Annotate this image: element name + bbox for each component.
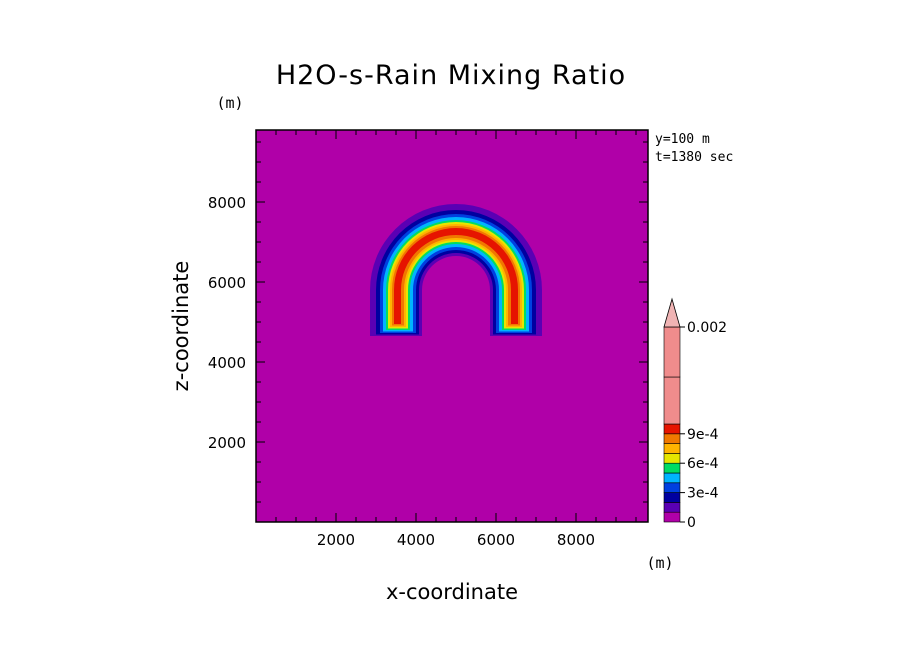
contour-field <box>370 204 542 336</box>
colorbar <box>663 297 685 523</box>
colorbar-swatch-9 <box>663 423 681 435</box>
x-unit-label: (m) <box>646 554 673 572</box>
y-axis-title: z-coordinate <box>169 261 193 392</box>
plot-frame <box>255 129 649 523</box>
x-tick-label-8000: 8000 <box>557 531 595 549</box>
chart-title: H2O-s-Rain Mixing Ratio <box>276 60 626 91</box>
colorbar-swatch-1 <box>663 502 681 513</box>
y-tick-label-2000: 2000 <box>208 434 246 452</box>
y-tick-label-8000: 8000 <box>208 194 246 212</box>
colorbar-label-3e-4: 3e-4 <box>687 486 719 502</box>
y-tick-label-4000: 4000 <box>208 354 246 372</box>
axis-ticks <box>256 130 648 522</box>
x-tick-label-2000: 2000 <box>317 531 355 549</box>
colorbar-swatch-6 <box>663 453 681 464</box>
plot-background <box>256 130 648 522</box>
x-tick-label-4000: 4000 <box>397 531 435 549</box>
colorbar-swatch-4 <box>663 472 681 484</box>
colorbar-swatch-3 <box>663 482 681 493</box>
y-unit-label: (m) <box>216 94 243 112</box>
colorbar-label-0: 0 <box>687 515 696 531</box>
colorbar-swatch-5 <box>663 462 681 474</box>
colorbar-swatch-2 <box>663 492 681 503</box>
colorbar-swatch-10 <box>663 376 681 425</box>
info-time: t=1380 sec <box>655 150 733 165</box>
x-tick-label-6000: 6000 <box>477 531 515 549</box>
colorbar-swatch-0 <box>663 511 681 523</box>
x-axis-title: x-coordinate <box>386 580 518 604</box>
colorbar-swatch-10 <box>663 326 681 378</box>
colorbar-label-9e-4: 9e-4 <box>687 427 719 443</box>
y-tick-label-6000: 6000 <box>208 274 246 292</box>
colorbar-swatch-7 <box>663 443 681 454</box>
colorbar-label-6e-4: 6e-4 <box>687 456 719 472</box>
colorbar-swatch-8 <box>663 433 681 444</box>
info-y-position: y=100 m <box>655 132 710 147</box>
colorbar-extension <box>663 297 681 328</box>
colorbar-label-0.002: 0.002 <box>687 320 727 336</box>
